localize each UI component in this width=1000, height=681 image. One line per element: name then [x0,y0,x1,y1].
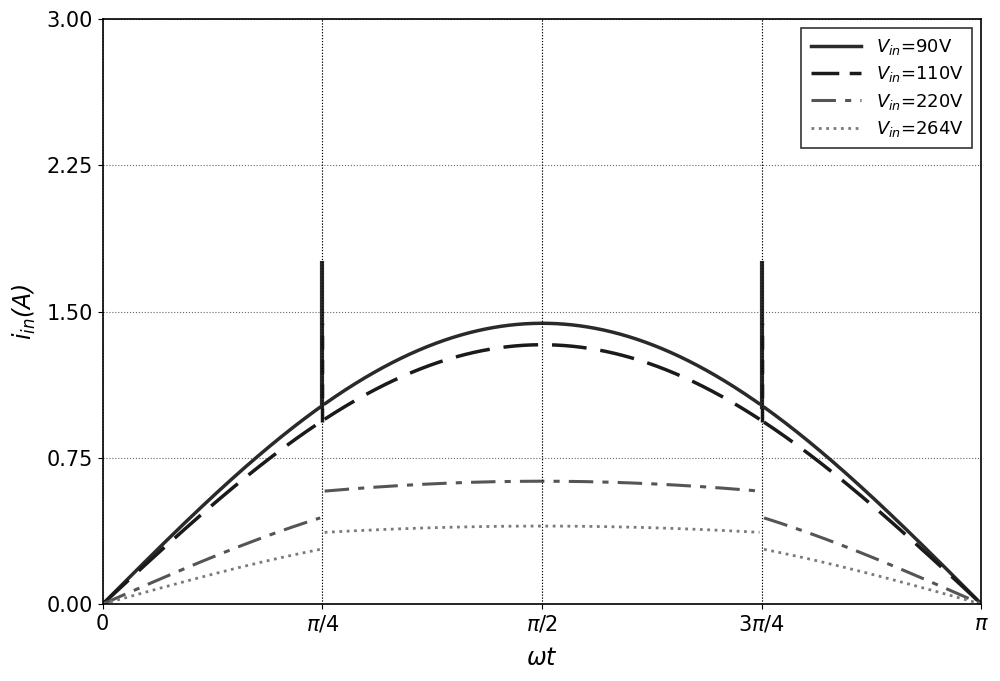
Y-axis label: $i_{in}$(A): $i_{in}$(A) [11,283,38,340]
Legend: $V_{in}$=90V, $V_{in}$=110V, $V_{in}$=220V, $V_{in}$=264V: $V_{in}$=90V, $V_{in}$=110V, $V_{in}$=22… [801,28,972,148]
X-axis label: $\omega t$: $\omega t$ [526,646,558,670]
